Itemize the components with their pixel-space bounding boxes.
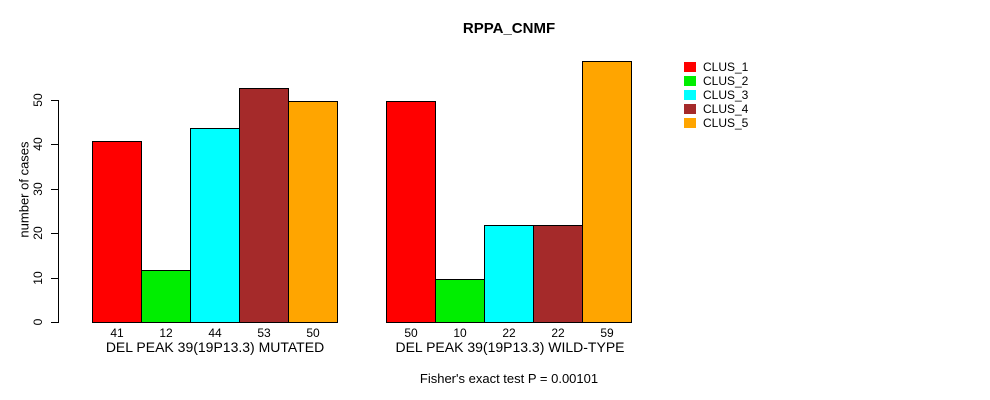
bar-value-label: 12 <box>159 326 173 340</box>
legend-item-clus_1: CLUS_1 <box>684 60 748 74</box>
bar-value-label: 50 <box>404 326 418 340</box>
bar-value-label: 50 <box>306 326 320 340</box>
legend-label: CLUS_3 <box>703 88 749 102</box>
bar-clus_5-group0 <box>288 101 338 323</box>
bar-clus_2-group0 <box>141 270 191 323</box>
legend-label: CLUS_5 <box>703 116 749 130</box>
bar-value-label: 41 <box>110 326 124 340</box>
legend-item-clus_5: CLUS_5 <box>684 116 748 130</box>
y-tick-mark <box>51 322 58 323</box>
legend-swatch <box>684 76 696 86</box>
bar-clus_2-group1 <box>435 279 485 323</box>
legend-item-clus_3: CLUS_3 <box>684 88 748 102</box>
legend-item-clus_2: CLUS_2 <box>684 74 748 88</box>
y-axis-line <box>58 100 59 323</box>
chart-title: RPPA_CNMF <box>462 20 556 37</box>
y-tick-label: 20 <box>31 226 45 240</box>
legend-swatch <box>684 118 696 128</box>
legend: CLUS_1 CLUS_2 CLUS_3 CLUS_4 CLUS_5 <box>684 60 748 130</box>
legend-label: CLUS_2 <box>703 74 749 88</box>
y-tick-mark <box>51 189 58 190</box>
y-tick-label: 0 <box>31 318 45 326</box>
bar-value-label: 22 <box>551 326 565 340</box>
y-axis-label: number of cases <box>16 141 32 238</box>
y-tick-label: 50 <box>31 93 45 107</box>
y-tick-mark <box>51 144 58 145</box>
bar-clus_3-group1 <box>484 225 534 323</box>
legend-swatch <box>684 104 696 114</box>
legend-swatch <box>684 90 696 100</box>
group-label-wild-type: DEL PEAK 39(19P13.3) WILD-TYPE <box>395 339 625 355</box>
legend-item-clus_4: CLUS_4 <box>684 102 748 116</box>
bar-clus_3-group0 <box>190 128 240 323</box>
bar-clus_4-group1 <box>533 225 583 323</box>
y-tick-label: 10 <box>31 271 45 285</box>
bar-value-label: 53 <box>257 326 271 340</box>
bar-value-label: 22 <box>502 326 516 340</box>
y-tick-label: 40 <box>31 137 45 151</box>
bar-value-label: 10 <box>453 326 467 340</box>
y-tick-label: 30 <box>31 182 45 196</box>
bar-clus_5-group1 <box>582 61 632 323</box>
bar-clus_4-group0 <box>239 88 289 323</box>
fisher-test-note: Fisher's exact test P = 0.00101 <box>419 371 599 386</box>
bar-clus_1-group0 <box>92 141 142 323</box>
legend-swatch <box>684 62 696 72</box>
legend-label: CLUS_4 <box>703 102 749 116</box>
y-tick-mark <box>51 278 58 279</box>
bar-clus_1-group1 <box>386 101 436 323</box>
y-tick-mark <box>51 233 58 234</box>
group-label-mutated: DEL PEAK 39(19P13.3) MUTATED <box>105 339 325 355</box>
legend-label: CLUS_1 <box>703 60 749 74</box>
y-tick-mark <box>51 100 58 101</box>
bar-value-label: 44 <box>208 326 222 340</box>
bar-value-label: 59 <box>600 326 614 340</box>
